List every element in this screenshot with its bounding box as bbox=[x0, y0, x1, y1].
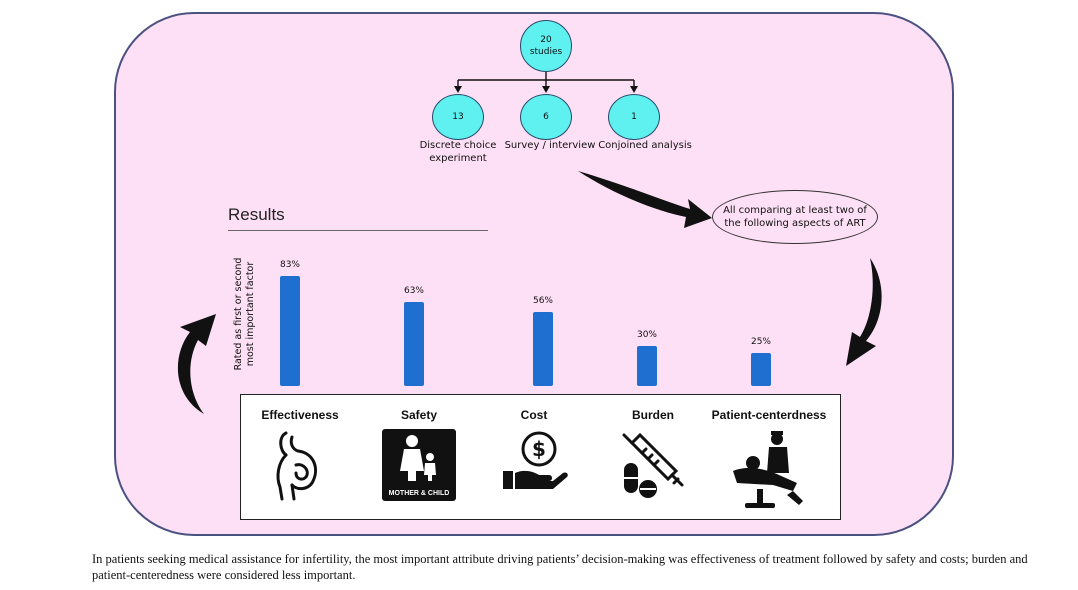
discrete-choice-line2: experiment bbox=[429, 153, 487, 164]
category-label-effectiveness: Effectiveness bbox=[261, 408, 339, 422]
bar-value-label-cost: 56% bbox=[533, 296, 553, 306]
bar-value-label-safety: 63% bbox=[404, 286, 424, 296]
bar-effectiveness bbox=[280, 276, 300, 386]
node-survey: 6 bbox=[520, 94, 572, 140]
category-label-burden: Burden bbox=[632, 408, 674, 422]
figure-caption: In patients seeking medical assistance f… bbox=[92, 552, 1028, 582]
syringe-pills-icon bbox=[618, 429, 688, 506]
node-studies: 20 studies bbox=[520, 20, 572, 72]
svg-text:$: $ bbox=[532, 437, 546, 461]
node-studies-value: 20 bbox=[540, 35, 552, 45]
arrow-to-oval bbox=[578, 171, 712, 228]
node-survey-value: 6 bbox=[543, 112, 549, 122]
category-label-cost: Cost bbox=[520, 408, 548, 422]
results-divider bbox=[228, 230, 488, 231]
bar-value-label-effectiveness: 83% bbox=[280, 260, 300, 270]
bar-value-label-patient-centerdness: 25% bbox=[751, 337, 771, 347]
arrow-down-right bbox=[846, 258, 882, 366]
survey-line1: Survey / interview bbox=[504, 140, 596, 151]
category-label-safety: Safety bbox=[400, 408, 438, 422]
node-discrete-choice-value: 13 bbox=[452, 112, 464, 122]
results-title: Results bbox=[228, 205, 285, 224]
bar-burden bbox=[637, 346, 657, 386]
mother-and-child-text: MOTHER & CHILD bbox=[388, 490, 450, 497]
pregnant-woman-icon bbox=[268, 429, 332, 508]
node-conjoined-value: 1 bbox=[631, 112, 637, 122]
arrow-up-left bbox=[177, 314, 216, 414]
node-label-survey: Survey / interview bbox=[504, 139, 596, 152]
node-discrete-choice: 13 bbox=[432, 94, 484, 140]
attribute-legend: Effectiveness Safety Cost Burden Patient… bbox=[240, 394, 841, 520]
node-studies-label: studies bbox=[529, 47, 563, 57]
bar-value-label-burden: 30% bbox=[637, 330, 657, 340]
node-label-conjoined: Conjoined analysis bbox=[596, 139, 694, 152]
bar-safety bbox=[404, 302, 424, 386]
aspects-oval-text: All comparing at least two of the follow… bbox=[723, 205, 867, 229]
node-label-discrete-choice: Discrete choice experiment bbox=[408, 139, 508, 165]
mother-and-child-icon: MOTHER & CHILD bbox=[382, 429, 456, 501]
category-label-patient-centerdness: Patient-centerdness bbox=[711, 408, 827, 422]
node-conjoined: 1 bbox=[608, 94, 660, 140]
bar-cost bbox=[533, 312, 553, 386]
conjoined-line1: Conjoined analysis bbox=[598, 140, 692, 151]
bar-patient-centerdness bbox=[751, 353, 771, 386]
patient-doctor-icon bbox=[727, 429, 811, 518]
discrete-choice-line1: Discrete choice bbox=[419, 140, 497, 151]
aspects-oval: All comparing at least two of the follow… bbox=[712, 190, 878, 244]
money-hand-icon: $ bbox=[499, 429, 569, 504]
